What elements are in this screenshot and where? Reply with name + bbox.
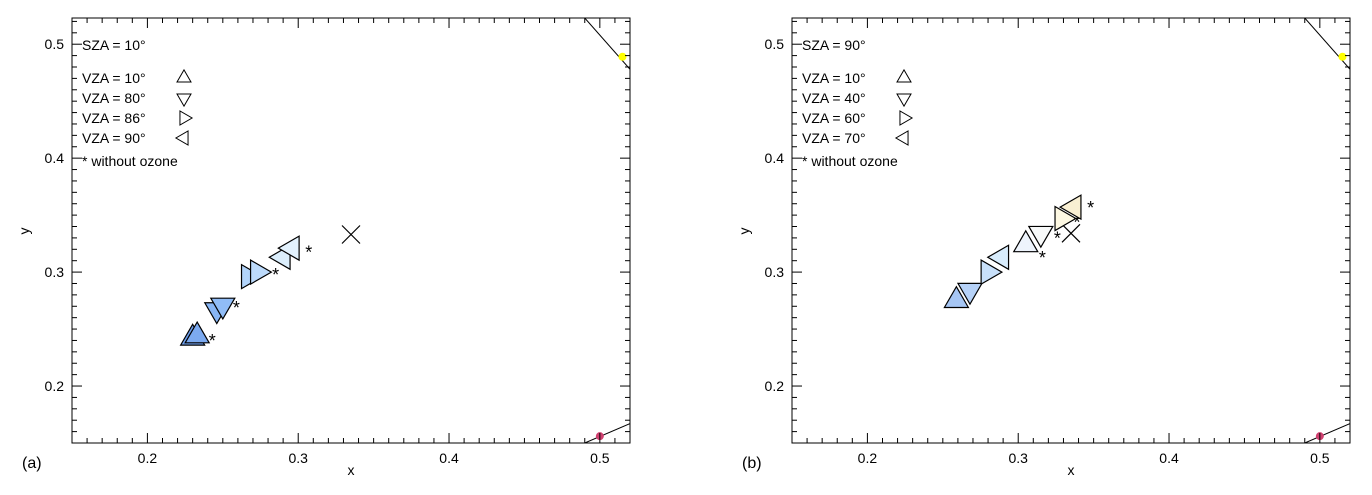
panel-0: 0.2 0.3 0.4 0.5 0.2 0.3 0.4 0.5 x y (a) SZA = 10° VZ…	[16, 17, 631, 478]
data-point-triangle-right	[980, 259, 1004, 286]
y-tick-label: 0.5	[765, 36, 785, 52]
legend-entry-label: VZA = 80°	[82, 90, 146, 106]
white-point-cross	[341, 225, 361, 244]
purple-line	[584, 423, 630, 443]
plot-frame	[791, 17, 1351, 444]
x-axis-label: x	[1068, 462, 1075, 478]
legend-marker-triangle-left	[174, 130, 189, 146]
legend-marker-triangle-right	[899, 110, 914, 126]
legend-title: SZA = 90°	[802, 37, 866, 53]
x-tick-label: 0.5	[1310, 450, 1330, 466]
plot-frame	[71, 17, 631, 444]
y-tick-label: 0.5	[45, 36, 65, 52]
y-axis-label: y	[16, 228, 32, 235]
spectral-locus-line	[584, 18, 630, 70]
legend-title: SZA = 10°	[82, 37, 146, 53]
x-tick-label: 0.3	[1008, 450, 1028, 466]
data-point-triangle-down	[956, 282, 983, 306]
y-tick-label: 0.3	[45, 264, 65, 280]
panel-label: (a)	[22, 455, 42, 472]
y-tick-label: 0.4	[45, 150, 65, 166]
panel-1: 0.2 0.3 0.4 0.5 0.2 0.3 0.4 0.5 x y (b) SZA = 90° VZ…	[736, 17, 1351, 478]
panel-label: (b)	[742, 455, 762, 472]
purple-line	[1304, 423, 1350, 443]
data-point-triangle-left	[986, 244, 1010, 271]
no-ozone-point: *	[1039, 248, 1046, 268]
y-tick-label: 0.2	[45, 378, 65, 394]
data-point-triangle-up	[1012, 229, 1039, 253]
legend-marker-triangle-down	[896, 93, 912, 108]
legend-marker-triangle-right	[179, 110, 194, 126]
legend-entry-label: VZA = 86°	[82, 110, 146, 126]
locus-point	[618, 52, 627, 61]
data-point-triangle-right	[249, 259, 273, 286]
x-tick-label: 0.3	[288, 450, 308, 466]
white-point-cross	[1061, 223, 1081, 243]
data-point-triangle-up	[184, 320, 211, 344]
data-point-triangle-down	[209, 297, 236, 321]
no-ozone-point: *	[305, 242, 312, 262]
legend-marker-triangle-left	[894, 130, 909, 146]
no-ozone-point: *	[1074, 213, 1081, 233]
no-ozone-point: *	[1087, 198, 1094, 218]
legend-entry-label: VZA = 60°	[802, 110, 866, 126]
x-tick-label: 0.2	[138, 450, 158, 466]
no-ozone-point: *	[1054, 229, 1061, 249]
x-tick-label: 0.5	[590, 450, 610, 466]
legend-marker-triangle-up	[176, 68, 192, 83]
legend-entry-label: VZA = 40°	[802, 90, 866, 106]
data-point-triangle-down	[1027, 225, 1054, 249]
data-point-triangle-right	[1054, 205, 1078, 232]
y-tick-label: 0.3	[765, 264, 785, 280]
no-ozone-point: *	[272, 265, 279, 285]
x-tick-label: 0.4	[1159, 450, 1179, 466]
legend-note: * without ozone	[802, 153, 898, 169]
data-point-triangle-left	[1058, 194, 1082, 221]
legend-marker-triangle-down	[176, 93, 192, 108]
x-axis-label: x	[348, 462, 355, 478]
data-point-triangle-up	[943, 285, 970, 309]
data-point-triangle-left	[277, 235, 300, 262]
y-tick-label: 0.2	[765, 378, 785, 394]
legend-entry-label: VZA = 10°	[82, 70, 146, 86]
spectral-locus-line	[1304, 18, 1350, 70]
legend-entry-label: VZA = 90°	[82, 130, 146, 146]
y-axis-label: y	[736, 228, 752, 235]
x-tick-label: 0.2	[858, 450, 878, 466]
legend-entry-label: VZA = 10°	[802, 70, 866, 86]
x-tick-label: 0.4	[439, 450, 459, 466]
no-ozone-point: *	[233, 298, 240, 318]
y-tick-label: 0.4	[765, 150, 785, 166]
legend-entry-label: VZA = 70°	[802, 130, 866, 146]
legend-note: * without ozone	[82, 153, 178, 169]
locus-point	[1338, 52, 1347, 61]
legend-marker-triangle-up	[896, 68, 912, 83]
no-ozone-point: *	[209, 331, 216, 351]
